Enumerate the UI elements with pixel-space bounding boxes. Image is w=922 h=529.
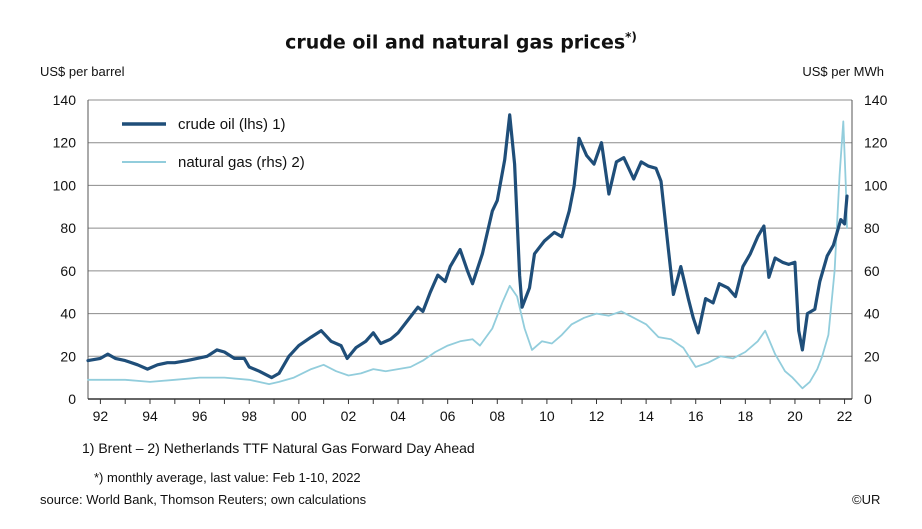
- left-y-ticks: 0 20 40 60 80 100 120 140: [53, 92, 77, 407]
- natural-gas-line: [87, 120, 848, 390]
- crude-oil-line: [86, 113, 849, 380]
- x-tick-18: 18: [738, 408, 754, 424]
- x-tick-02: 02: [341, 408, 357, 424]
- x-tick-96: 96: [192, 408, 208, 424]
- right-y-tick-80: 80: [864, 220, 880, 236]
- left-y-tick-120: 120: [53, 135, 77, 151]
- x-tick-04: 04: [390, 408, 406, 424]
- right-y-tick-140: 140: [864, 92, 888, 108]
- chart-title: crude oil and natural gas prices*): [0, 30, 922, 53]
- right-y-tick-120: 120: [864, 135, 888, 151]
- right-y-tick-0: 0: [864, 391, 872, 407]
- x-tick-92: 92: [93, 408, 109, 424]
- x-tick-14: 14: [638, 408, 654, 424]
- right-y-ticks: 0 20 40 60 80 100 120 140: [864, 92, 888, 407]
- right-axis-unit: US$ per MWh: [802, 64, 884, 79]
- left-y-tick-40: 40: [60, 306, 76, 322]
- footnote-source: source: World Bank, Thomson Reuters; own…: [40, 492, 367, 507]
- x-ticks: 92 94 96 98 00 02 04 06 08 10 12 14 16 18 20 22: [93, 399, 853, 424]
- x-tick-08: 08: [489, 408, 505, 424]
- left-y-tick-140: 140: [53, 92, 77, 108]
- x-tick-20: 20: [787, 408, 803, 424]
- legend-label-crude-oil: crude oil (lhs) 1): [178, 116, 286, 133]
- left-y-tick-60: 60: [60, 263, 76, 279]
- chart-title-superscript: *): [625, 30, 637, 44]
- grid-lines: [88, 99, 852, 357]
- legend: crude oil (lhs) 1) natural gas (rhs) 2): [122, 116, 305, 171]
- x-tick-10: 10: [539, 408, 555, 424]
- footnote-sources-legend: 1) Brent – 2) Netherlands TTF Natural Ga…: [82, 440, 475, 456]
- x-tick-00: 00: [291, 408, 307, 424]
- x-tick-06: 06: [440, 408, 456, 424]
- x-tick-94: 94: [142, 408, 158, 424]
- x-tick-22: 22: [837, 408, 853, 424]
- x-tick-98: 98: [241, 408, 257, 424]
- x-tick-16: 16: [688, 408, 704, 424]
- left-y-tick-0: 0: [68, 391, 76, 407]
- x-tick-12: 12: [589, 408, 605, 424]
- right-y-tick-40: 40: [864, 306, 880, 322]
- right-y-tick-60: 60: [864, 263, 880, 279]
- chart-title-text: crude oil and natural gas prices: [285, 31, 626, 54]
- axes: [87, 100, 853, 400]
- footnote-monthly-average: *) monthly average, last value: Feb 1-10…: [94, 470, 361, 485]
- left-y-tick-20: 20: [60, 348, 76, 364]
- right-y-tick-20: 20: [864, 348, 880, 364]
- right-y-tick-100: 100: [864, 177, 888, 193]
- legend-label-natural-gas: natural gas (rhs) 2): [178, 154, 305, 171]
- series-lines: [86, 113, 849, 390]
- left-y-tick-100: 100: [53, 177, 77, 193]
- left-y-tick-80: 80: [60, 220, 76, 236]
- left-axis-unit: US$ per barrel: [40, 64, 125, 79]
- copyright-mark: ©UR: [852, 492, 881, 507]
